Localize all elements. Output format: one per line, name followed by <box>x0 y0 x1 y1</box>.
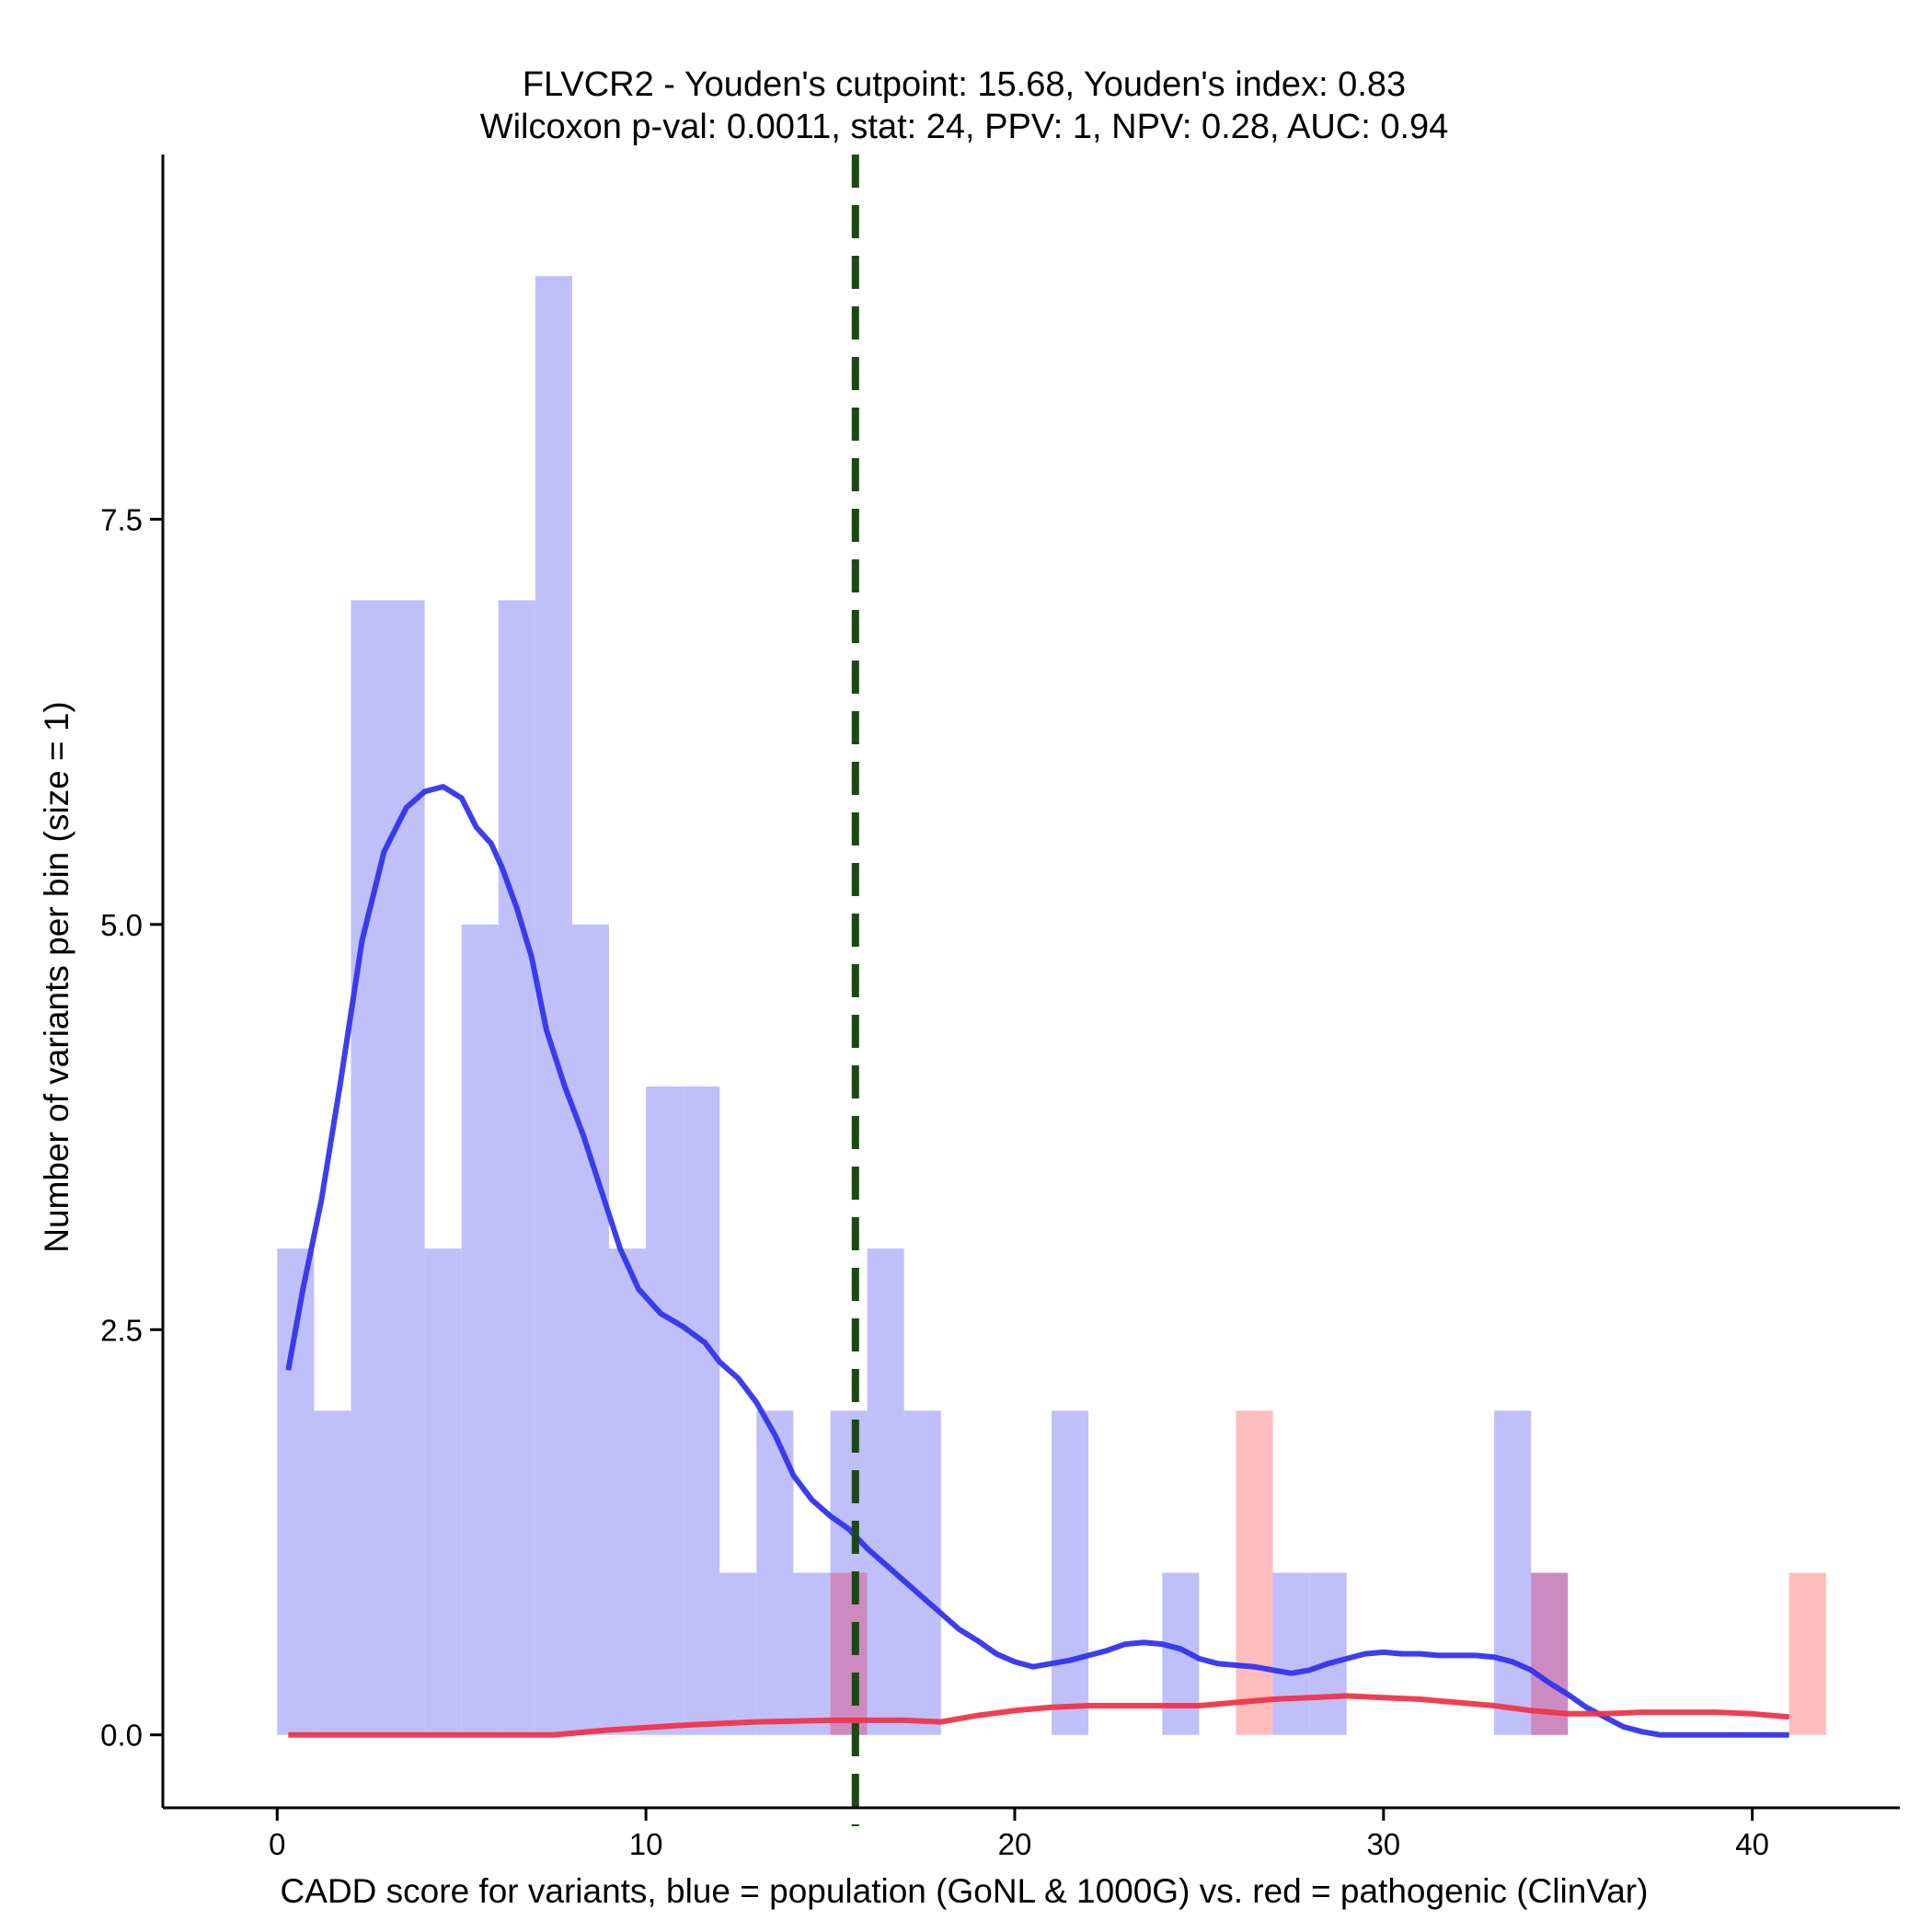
axis-ticks: 0 10 20 30 40 0.0 2.5 5.0 7.5 <box>100 502 1769 1861</box>
x-tick-label: 40 <box>1735 1827 1769 1861</box>
population-bar <box>1494 1410 1532 1735</box>
x-tick-label: 0 <box>269 1827 285 1861</box>
y-tick-label: 0.0 <box>100 1719 143 1753</box>
histogram-bars <box>277 276 1826 1735</box>
population-bar <box>498 600 535 1735</box>
population-bar <box>351 600 388 1735</box>
population-bar <box>1309 1572 1347 1735</box>
y-tick-label: 2.5 <box>100 1313 143 1347</box>
chart-axes <box>161 155 1900 1810</box>
pathogenic-bar <box>1236 1410 1273 1735</box>
y-tick-label: 5.0 <box>100 908 143 942</box>
population-bar <box>461 924 499 1735</box>
pathogenic-density-curve <box>288 1693 1789 1738</box>
population-bar <box>1052 1410 1089 1735</box>
population-bar <box>387 600 425 1735</box>
chart-title: FLVCR2 - Youden's cutpoint: 15.68, Youde… <box>523 65 1406 104</box>
population-bar <box>683 1087 720 1735</box>
x-axis-title: CADD score for variants, blue = populati… <box>281 1872 1649 1910</box>
population-bar <box>424 1248 462 1735</box>
y-tick-label: 7.5 <box>100 502 143 536</box>
population-bar <box>646 1087 684 1735</box>
overlap-bar <box>830 1572 868 1735</box>
population-bar <box>719 1572 757 1735</box>
population-bar <box>867 1248 904 1735</box>
x-tick-label: 10 <box>629 1827 663 1861</box>
population-density-curve <box>285 784 1789 1738</box>
y-axis-title: Number of variants per bin (size = 1) <box>38 701 75 1252</box>
population-bar <box>903 1410 941 1735</box>
x-tick-label: 20 <box>998 1827 1032 1861</box>
x-tick-label: 30 <box>1366 1827 1400 1861</box>
pathogenic-bar <box>1788 1572 1826 1735</box>
population-bar <box>609 1248 647 1735</box>
population-bar <box>571 924 610 1735</box>
population-bar <box>793 1572 831 1735</box>
population-bar <box>1272 1572 1310 1735</box>
chart-subtitle: Wilcoxon p-val: 0.0011, stat: 24, PPV: 1… <box>480 108 1449 146</box>
population-bar <box>314 1410 351 1735</box>
density-curves <box>285 784 1789 1738</box>
overlap-bar <box>1531 1572 1569 1735</box>
